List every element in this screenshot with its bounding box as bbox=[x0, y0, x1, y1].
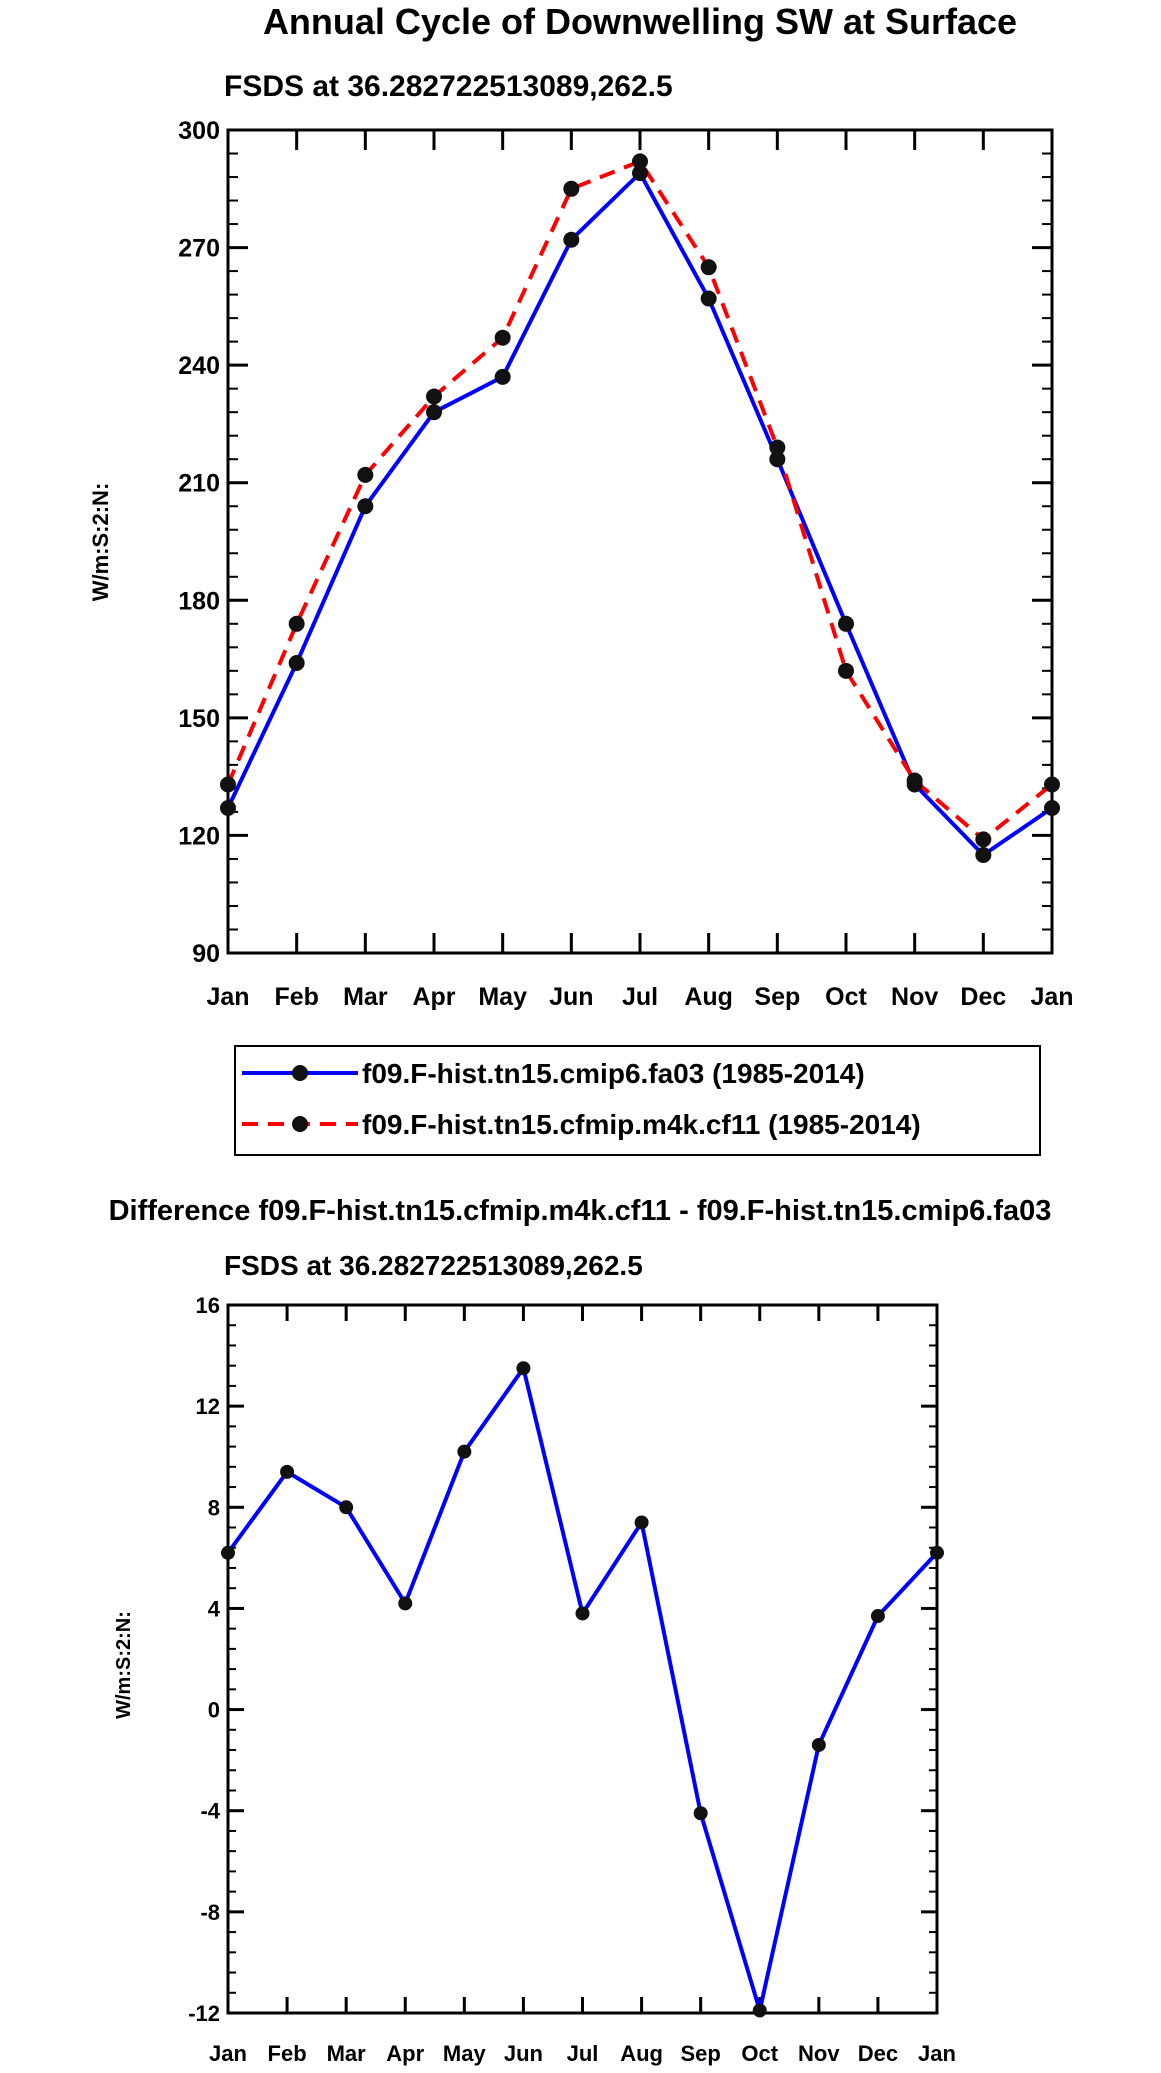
chart2-xtick-label: Sep bbox=[680, 2041, 720, 2066]
chart1-xtick-label: Sep bbox=[754, 983, 800, 1011]
chart2-xtick-label: Jan bbox=[209, 2041, 247, 2066]
chart1-series-1-point bbox=[632, 165, 648, 182]
chart2-ytick-label: -8 bbox=[200, 1900, 220, 1925]
chart1-legend: f09.F-hist.tn15.cmip6.fa03 (1985-2014) f… bbox=[234, 1045, 1041, 1156]
chart1-series-1-point bbox=[769, 451, 786, 468]
chart1-ytick-label: 270 bbox=[178, 235, 220, 263]
chart1-series-1-point bbox=[1044, 799, 1060, 816]
chart2-ylabel: W/m:S:2:N: bbox=[113, 1611, 135, 1719]
chart1-xtick-label: Mar bbox=[343, 983, 388, 1011]
legend-label-series-1: f09.F-hist.tn15.cmip6.fa03 (1985-2014) bbox=[362, 1058, 865, 1089]
chart1-series-1-point bbox=[975, 847, 992, 864]
chart2-xtick-label: Aug bbox=[620, 2041, 663, 2066]
chart2-xtick-label: Jun bbox=[504, 2041, 543, 2066]
chart2-series-1-point bbox=[339, 1500, 354, 1515]
chart1-ytick-label: 240 bbox=[178, 352, 220, 380]
chart1-xtick-label: Jan bbox=[206, 983, 249, 1011]
chart1-plot: 90 120 150 180 210 240 270 300 Jan Feb Mar Apr May Ju… bbox=[178, 117, 1073, 1011]
chart2-series-1-point bbox=[575, 1606, 590, 1621]
chart1-series-2-point bbox=[975, 831, 992, 848]
chart2-xtick-label: May bbox=[443, 2041, 487, 2066]
chart1-subtitle: FSDS at 36.282722513089,262.5 bbox=[224, 70, 673, 103]
chart1-ytick-label: 300 bbox=[178, 117, 220, 145]
chart1-xtick-label: Oct bbox=[825, 983, 867, 1011]
chart2-subtitle: FSDS at 36.282722513089,262.5 bbox=[224, 1250, 643, 1281]
chart2-series-1-point bbox=[930, 1545, 944, 1560]
chart1-xtick-label: Apr bbox=[412, 983, 455, 1011]
chart1-series-1-point bbox=[700, 290, 717, 307]
chart2-plot: -12 -8 -4 0 4 8 12 16 Jan Feb Mar Apr May Jun Jul Aug Se… bbox=[188, 1293, 956, 2066]
chart1-series-2-point bbox=[632, 153, 648, 170]
legend-box bbox=[234, 1045, 1041, 1156]
chart1-series-2-point bbox=[220, 776, 236, 793]
chart1-xtick-label: Aug bbox=[684, 983, 733, 1011]
chart2-series-1-point bbox=[221, 1545, 235, 1560]
chart1-series-1-point bbox=[357, 498, 374, 515]
chart2-xtick-label: Nov bbox=[798, 2041, 840, 2066]
chart1-series-2-point bbox=[769, 439, 786, 456]
chart1-series-1-point bbox=[838, 615, 854, 632]
chart1-xtick-label: Nov bbox=[891, 983, 938, 1011]
chart1-series-2-point bbox=[563, 180, 580, 197]
chart2-ytick-label: -4 bbox=[200, 1799, 220, 1824]
chart1-ytick-label: 90 bbox=[192, 940, 220, 968]
chart2-series-1-point bbox=[280, 1464, 295, 1479]
chart1-ytick-label: 120 bbox=[178, 822, 220, 850]
chart2-xtick-label: Dec bbox=[858, 2041, 898, 2066]
chart2-xtick-label: Mar bbox=[327, 2041, 367, 2066]
chart2-xtick-label: Jul bbox=[567, 2041, 599, 2066]
legend-label-series-2: f09.F-hist.tn15.cfmip.m4k.cf11 (1985-201… bbox=[362, 1109, 921, 1140]
chart2-xtick-label: Apr bbox=[386, 2041, 424, 2066]
chart2-series-1-point bbox=[870, 1609, 885, 1624]
chart2-series-1-point bbox=[398, 1596, 413, 1611]
chart1-series-2-line bbox=[226, 159, 1054, 842]
chart1-xtick-label: Feb bbox=[274, 983, 318, 1011]
chart1-series-1-point bbox=[220, 799, 236, 816]
chart1-series-2-point bbox=[426, 388, 442, 405]
chart2-series-1-line bbox=[226, 1366, 939, 2013]
chart1-series-1-point bbox=[494, 368, 511, 385]
chart1-series-2-point bbox=[357, 466, 374, 483]
chart1-title: Annual Cycle of Downwelling SW at Surfac… bbox=[263, 1, 1017, 42]
chart2-series-1-point bbox=[457, 1444, 472, 1459]
chart2-frame bbox=[226, 1303, 939, 2015]
chart2-series-1-point bbox=[752, 2003, 767, 2018]
chart2-ytick-label: 8 bbox=[208, 1495, 220, 1520]
chart2-series-1-point bbox=[634, 1515, 649, 1530]
chart1-series-1-point bbox=[563, 231, 580, 248]
chart1-series-1-point bbox=[426, 404, 442, 421]
chart1-series-2-point bbox=[906, 772, 923, 789]
chart2-xtick-label: Jan bbox=[918, 2041, 956, 2066]
chart2-xtick-label: Feb bbox=[268, 2041, 307, 2066]
chart1-ytick-label: 210 bbox=[178, 470, 220, 498]
chart1-series-2-point bbox=[1044, 776, 1060, 793]
chart1-series-1-point bbox=[288, 654, 305, 671]
legend-marker-series-2 bbox=[292, 1116, 308, 1132]
legend-marker-series-1 bbox=[292, 1065, 308, 1081]
chart1-ytick-label: 150 bbox=[178, 705, 220, 733]
chart1-xtick-label: Jun bbox=[549, 983, 593, 1011]
chart1-series-2-point bbox=[838, 662, 854, 679]
chart1-ylabel: W/m:S:2:N: bbox=[88, 483, 113, 602]
chart2-xtick-label: Oct bbox=[741, 2041, 778, 2066]
chart2-series-1-point bbox=[811, 1737, 826, 1752]
chart1-xtick-label: Dec bbox=[960, 983, 1006, 1011]
chart1-series-1-line bbox=[226, 171, 1054, 858]
chart2-ytick-label: 0 bbox=[208, 1698, 220, 1723]
chart1-xtick-label: May bbox=[478, 983, 527, 1011]
chart1-series-2-point bbox=[700, 259, 717, 276]
chart1-xtick-label: Jan bbox=[1030, 983, 1073, 1011]
chart2-ytick-label: 16 bbox=[196, 1293, 220, 1318]
chart2-title: Difference f09.F-hist.tn15.cfmip.m4k.cf1… bbox=[109, 1195, 1052, 1227]
chart1-ytick-label: 180 bbox=[178, 587, 220, 615]
chart2-series-1-point bbox=[516, 1361, 531, 1376]
chart1-series-2-point bbox=[288, 615, 305, 632]
chart2-series-1-point bbox=[693, 1806, 708, 1821]
chart1-series-2-point bbox=[494, 329, 511, 346]
chart1-xtick-label: Jul bbox=[622, 983, 658, 1011]
chart2-ytick-label: -12 bbox=[188, 2001, 220, 2026]
chart2-ytick-label: 12 bbox=[196, 1394, 220, 1419]
chart2-ytick-label: 4 bbox=[208, 1596, 221, 1621]
